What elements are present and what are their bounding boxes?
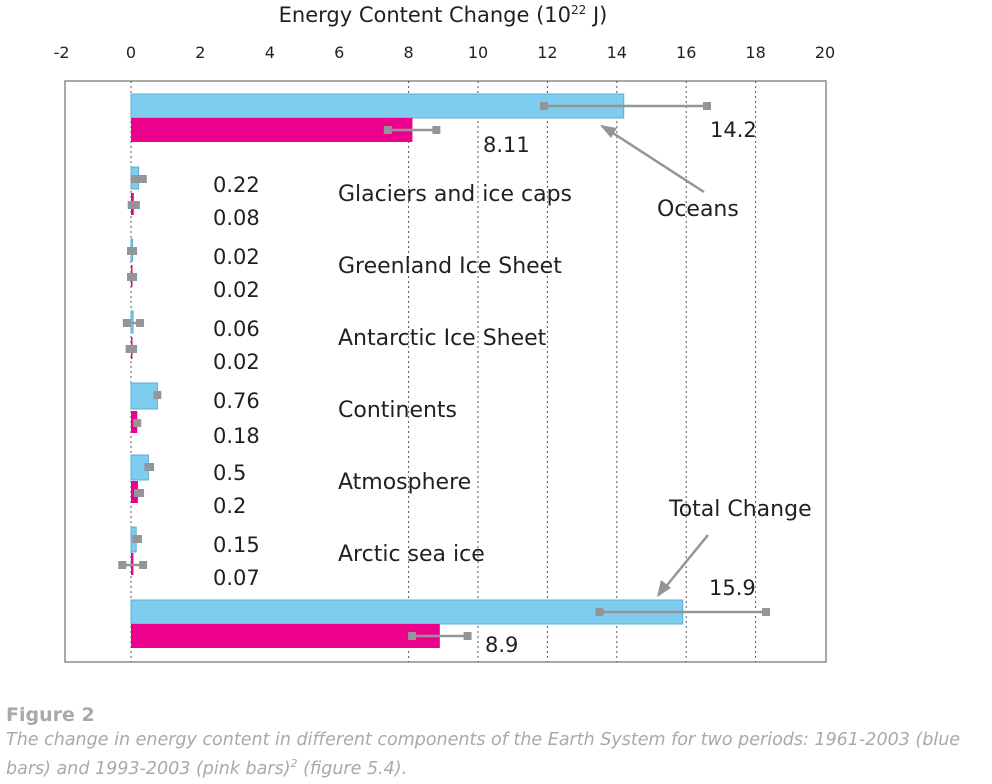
x-tick-label: 0 xyxy=(126,43,136,62)
error-cap xyxy=(539,102,548,110)
x-tick-label: 14 xyxy=(607,43,627,62)
error-cap xyxy=(136,319,145,327)
error-cap xyxy=(383,126,392,134)
x-tick-label: 8 xyxy=(404,43,414,62)
error-cap xyxy=(136,489,145,497)
annotation-oceans-arrow xyxy=(601,124,705,194)
error-cap xyxy=(408,632,417,640)
x-tick-label: 10 xyxy=(468,43,488,62)
error-cap xyxy=(138,175,147,183)
error-cap xyxy=(703,102,712,110)
error-cap xyxy=(146,463,155,471)
plot-frame xyxy=(64,80,827,663)
axis-title: Energy Content Change (1022 J) xyxy=(279,3,608,27)
category-label: Antarctic Ice Sheet xyxy=(338,326,547,351)
category-label: Atmosphere xyxy=(338,470,471,495)
category-label: Continents xyxy=(338,398,457,423)
x-tick-label: 16 xyxy=(676,43,696,62)
data-label-blue: 0.06 xyxy=(213,317,260,341)
error-cap xyxy=(463,632,472,640)
error-cap xyxy=(130,175,139,183)
data-label-pink: 0.08 xyxy=(213,206,260,230)
error-cap xyxy=(432,126,441,134)
x-tick-label: 20 xyxy=(815,43,835,62)
error-cap xyxy=(133,535,142,543)
error-cap xyxy=(127,201,136,209)
error-cap xyxy=(595,608,604,616)
data-label-blue: 15.9 xyxy=(709,576,756,600)
bar-blue-1961-2003 xyxy=(130,599,684,625)
figure-label: Figure 2 xyxy=(6,704,95,726)
figure-caption-text: The change in energy content in differen… xyxy=(6,730,961,779)
x-tick-label: -2 xyxy=(54,43,70,62)
energy-content-chart: Energy Content Change (1022 J) -2 0 2 4 6 8 10… xyxy=(54,3,835,663)
category-label: Greenland Ice Sheet xyxy=(338,254,562,279)
data-label-pink: 8.9 xyxy=(485,633,518,657)
x-tick-label: 4 xyxy=(265,43,275,62)
annotation-total-arrowhead xyxy=(657,580,671,597)
error-cap xyxy=(129,247,138,255)
bar-pink-1993-2003 xyxy=(131,118,413,142)
error-cap xyxy=(118,561,127,569)
data-label-blue: 0.22 xyxy=(213,173,260,197)
x-tick-label: 18 xyxy=(745,43,765,62)
bar-blue-1961-2003 xyxy=(130,382,158,410)
data-label-pink: 0.02 xyxy=(213,350,260,374)
error-cap xyxy=(129,273,138,281)
data-label-blue: 0.76 xyxy=(213,389,260,413)
error-cap xyxy=(129,345,138,353)
data-label-pink: 8.11 xyxy=(483,133,530,157)
data-label-blue: 0.15 xyxy=(213,533,260,557)
data-label-blue: 0.02 xyxy=(213,245,260,269)
data-label-pink: 0.2 xyxy=(213,494,246,518)
error-cap xyxy=(153,391,162,399)
data-label-blue: 14.2 xyxy=(710,118,757,142)
x-tick-label: 12 xyxy=(537,43,557,62)
figure-caption: Figure 2 The change in energy content in… xyxy=(6,704,990,781)
data-label-blue: 0.5 xyxy=(213,461,246,485)
data-label-pink: 0.07 xyxy=(213,566,260,590)
error-cap xyxy=(122,319,131,327)
annotation-oceans-arrowhead xyxy=(600,125,617,138)
x-tick-label: 6 xyxy=(334,43,344,62)
bar-pink-1993-2003 xyxy=(131,624,440,648)
error-cap xyxy=(131,201,140,209)
annotation-oceans: Oceans xyxy=(657,197,739,222)
category-label: Arctic sea ice xyxy=(338,542,485,567)
error-cap xyxy=(762,608,771,616)
data-label-pink: 0.02 xyxy=(213,278,260,302)
data-label-pink: 0.18 xyxy=(213,424,260,448)
error-cap xyxy=(133,419,142,427)
category-label: Glaciers and ice caps xyxy=(338,182,572,207)
error-cap xyxy=(139,561,148,569)
annotation-total-change: Total Change xyxy=(668,497,812,522)
x-tick-label: 2 xyxy=(195,43,205,62)
